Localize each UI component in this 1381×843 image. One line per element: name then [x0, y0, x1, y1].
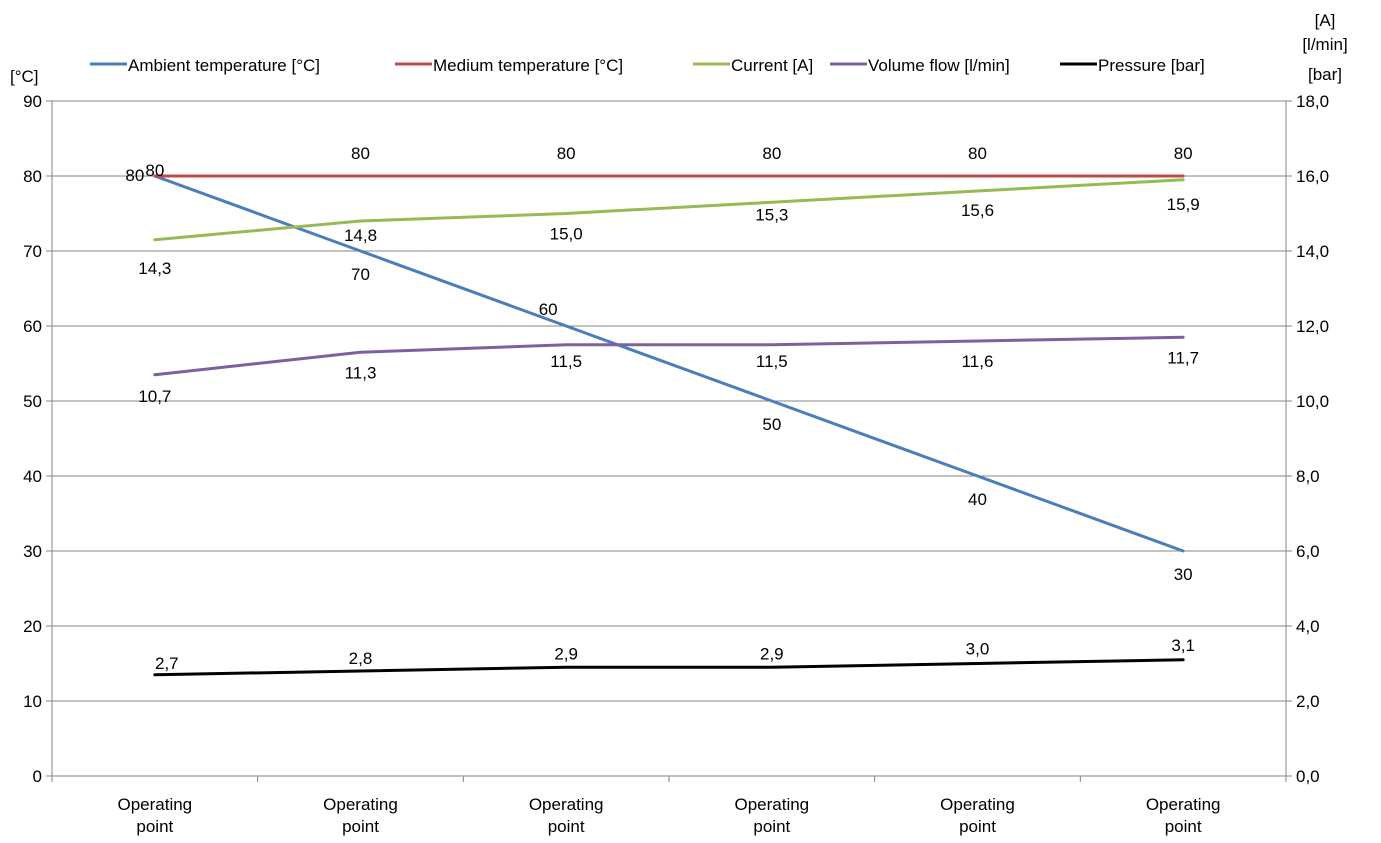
data-label: 15,0 — [550, 225, 583, 244]
legend-label: Volume flow [l/min] — [868, 56, 1010, 75]
right-tick-label: 16,0 — [1296, 167, 1329, 186]
data-label: 2,8 — [349, 649, 373, 668]
x-tick-label: Operating point — [529, 795, 604, 836]
right-tick-label: 4,0 — [1296, 617, 1320, 636]
right-tick-label: 0,0 — [1296, 767, 1320, 786]
left-tick-label: 90 — [23, 92, 42, 111]
data-label: 10,7 — [138, 387, 171, 406]
left-tick-label: 70 — [23, 242, 42, 261]
data-label: 15,9 — [1167, 195, 1200, 214]
left-tick-label: 50 — [23, 392, 42, 411]
data-label: 40 — [968, 490, 987, 509]
data-label: 70 — [351, 265, 370, 284]
right-tick-label: 2,0 — [1296, 692, 1320, 711]
data-label: 2,7 — [155, 654, 179, 673]
legend-label: Current [A] — [731, 56, 813, 75]
data-label: 80 — [125, 166, 144, 185]
data-label: 11,5 — [550, 352, 582, 371]
series-line — [153, 178, 1185, 242]
right-tick-label: 6,0 — [1296, 542, 1320, 561]
right-tick-label: 12,0 — [1296, 317, 1329, 336]
left-tick-label: 10 — [23, 692, 42, 711]
data-label: 80 — [1174, 144, 1193, 163]
series-line — [153, 658, 1185, 677]
x-tick-label: Operating point — [1146, 795, 1221, 836]
right-tick-label: 10,0 — [1296, 392, 1329, 411]
data-label: 80 — [762, 144, 781, 163]
left-axis-unit-label: [°C] — [10, 67, 39, 86]
data-label: 11,7 — [1167, 348, 1199, 367]
right-tick-label: 8,0 — [1296, 467, 1320, 486]
legend-label: Ambient temperature [°C] — [128, 56, 320, 75]
left-tick-label: 20 — [23, 617, 42, 636]
x-tick-label: Operating point — [323, 795, 398, 836]
left-tick-label: 80 — [23, 167, 42, 186]
right-axis-unit-label-flow: [l/min] — [1302, 35, 1347, 54]
left-tick-label: 30 — [23, 542, 42, 561]
data-label: 11,3 — [345, 363, 377, 382]
series-lines — [153, 174, 1185, 677]
data-label: 3,0 — [966, 640, 990, 659]
data-label: 11,6 — [962, 352, 994, 371]
series-line — [153, 335, 1185, 377]
right-axis-unit-label-pressure: [bar] — [1308, 65, 1342, 84]
data-label: 30 — [1174, 565, 1193, 584]
data-label: 2,9 — [554, 644, 578, 663]
data-label: 80 — [145, 161, 164, 180]
data-label: 80 — [351, 144, 370, 163]
right-axis-unit-label-current: [A] — [1315, 11, 1336, 30]
series-line — [153, 174, 1185, 553]
data-label: 50 — [762, 415, 781, 434]
data-label: 11,5 — [756, 352, 788, 371]
x-tick-label: Operating point — [940, 795, 1015, 836]
left-tick-label: 60 — [23, 317, 42, 336]
gridlines — [52, 100, 1286, 702]
right-tick-label: 14,0 — [1296, 242, 1329, 261]
left-tick-label: 40 — [23, 467, 42, 486]
data-label: 60 — [539, 300, 558, 319]
x-tick-label: Operating point — [734, 795, 809, 836]
legend: Ambient temperature [°C] Medium temperatu… — [90, 56, 1205, 75]
data-label: 3,1 — [1171, 636, 1195, 655]
data-label: 80 — [557, 144, 576, 163]
left-tick-label: 0 — [33, 767, 42, 786]
data-label: 14,8 — [344, 226, 377, 245]
data-label: 80 — [968, 144, 987, 163]
data-label: 15,6 — [961, 201, 994, 220]
x-tick-label: Operating point — [117, 795, 192, 836]
data-label: 15,3 — [755, 205, 788, 224]
legend-label: Medium temperature [°C] — [433, 56, 623, 75]
right-tick-label: 18,0 — [1296, 92, 1329, 111]
data-label: 2,9 — [760, 644, 784, 663]
axes: 0 10 20 30 40 50 60 70 80 90 0,0 2,0 4,0 6,0 8,0 10,0 12… — [23, 92, 1329, 836]
legend-label: Pressure [bar] — [1098, 56, 1205, 75]
data-label: 14,3 — [138, 259, 171, 278]
